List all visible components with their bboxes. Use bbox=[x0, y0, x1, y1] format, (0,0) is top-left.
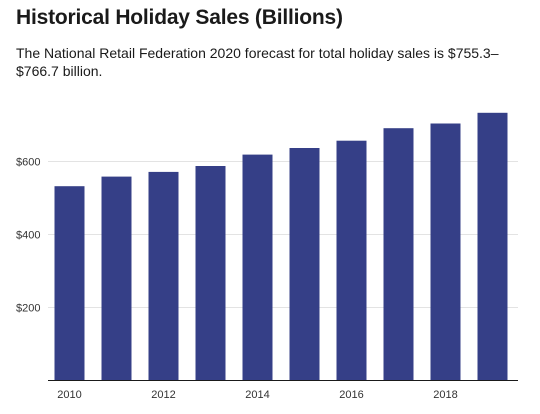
bar-2013 bbox=[195, 166, 226, 380]
chart-title: Historical Holiday Sales (Billions) bbox=[16, 6, 343, 29]
bar-2017 bbox=[383, 128, 414, 380]
bar-2010 bbox=[54, 186, 85, 380]
tick-labels: $200 $400 $600 2010 2012 2014 2016 2018 bbox=[16, 157, 458, 402]
bar-2016 bbox=[336, 140, 367, 380]
bar-2012 bbox=[148, 171, 179, 380]
x-tick-label: 2016 bbox=[339, 389, 363, 401]
bar-2015 bbox=[289, 148, 320, 380]
x-tick-label: 2012 bbox=[151, 389, 175, 401]
bar-2018 bbox=[430, 123, 461, 380]
bar-2014 bbox=[242, 154, 273, 380]
x-tick-label: 2018 bbox=[433, 389, 457, 401]
x-tick-label: 2014 bbox=[245, 389, 269, 401]
y-tick-label: $400 bbox=[16, 230, 40, 242]
x-tick-label: 2010 bbox=[57, 389, 81, 401]
y-tick-label: $200 bbox=[16, 303, 40, 315]
bars bbox=[54, 112, 508, 381]
bar-2019 bbox=[477, 112, 508, 381]
y-tick-label: $600 bbox=[16, 157, 40, 169]
chart-subtitle: The National Retail Federation 2020 fore… bbox=[16, 45, 499, 79]
bar-2011 bbox=[101, 176, 132, 380]
